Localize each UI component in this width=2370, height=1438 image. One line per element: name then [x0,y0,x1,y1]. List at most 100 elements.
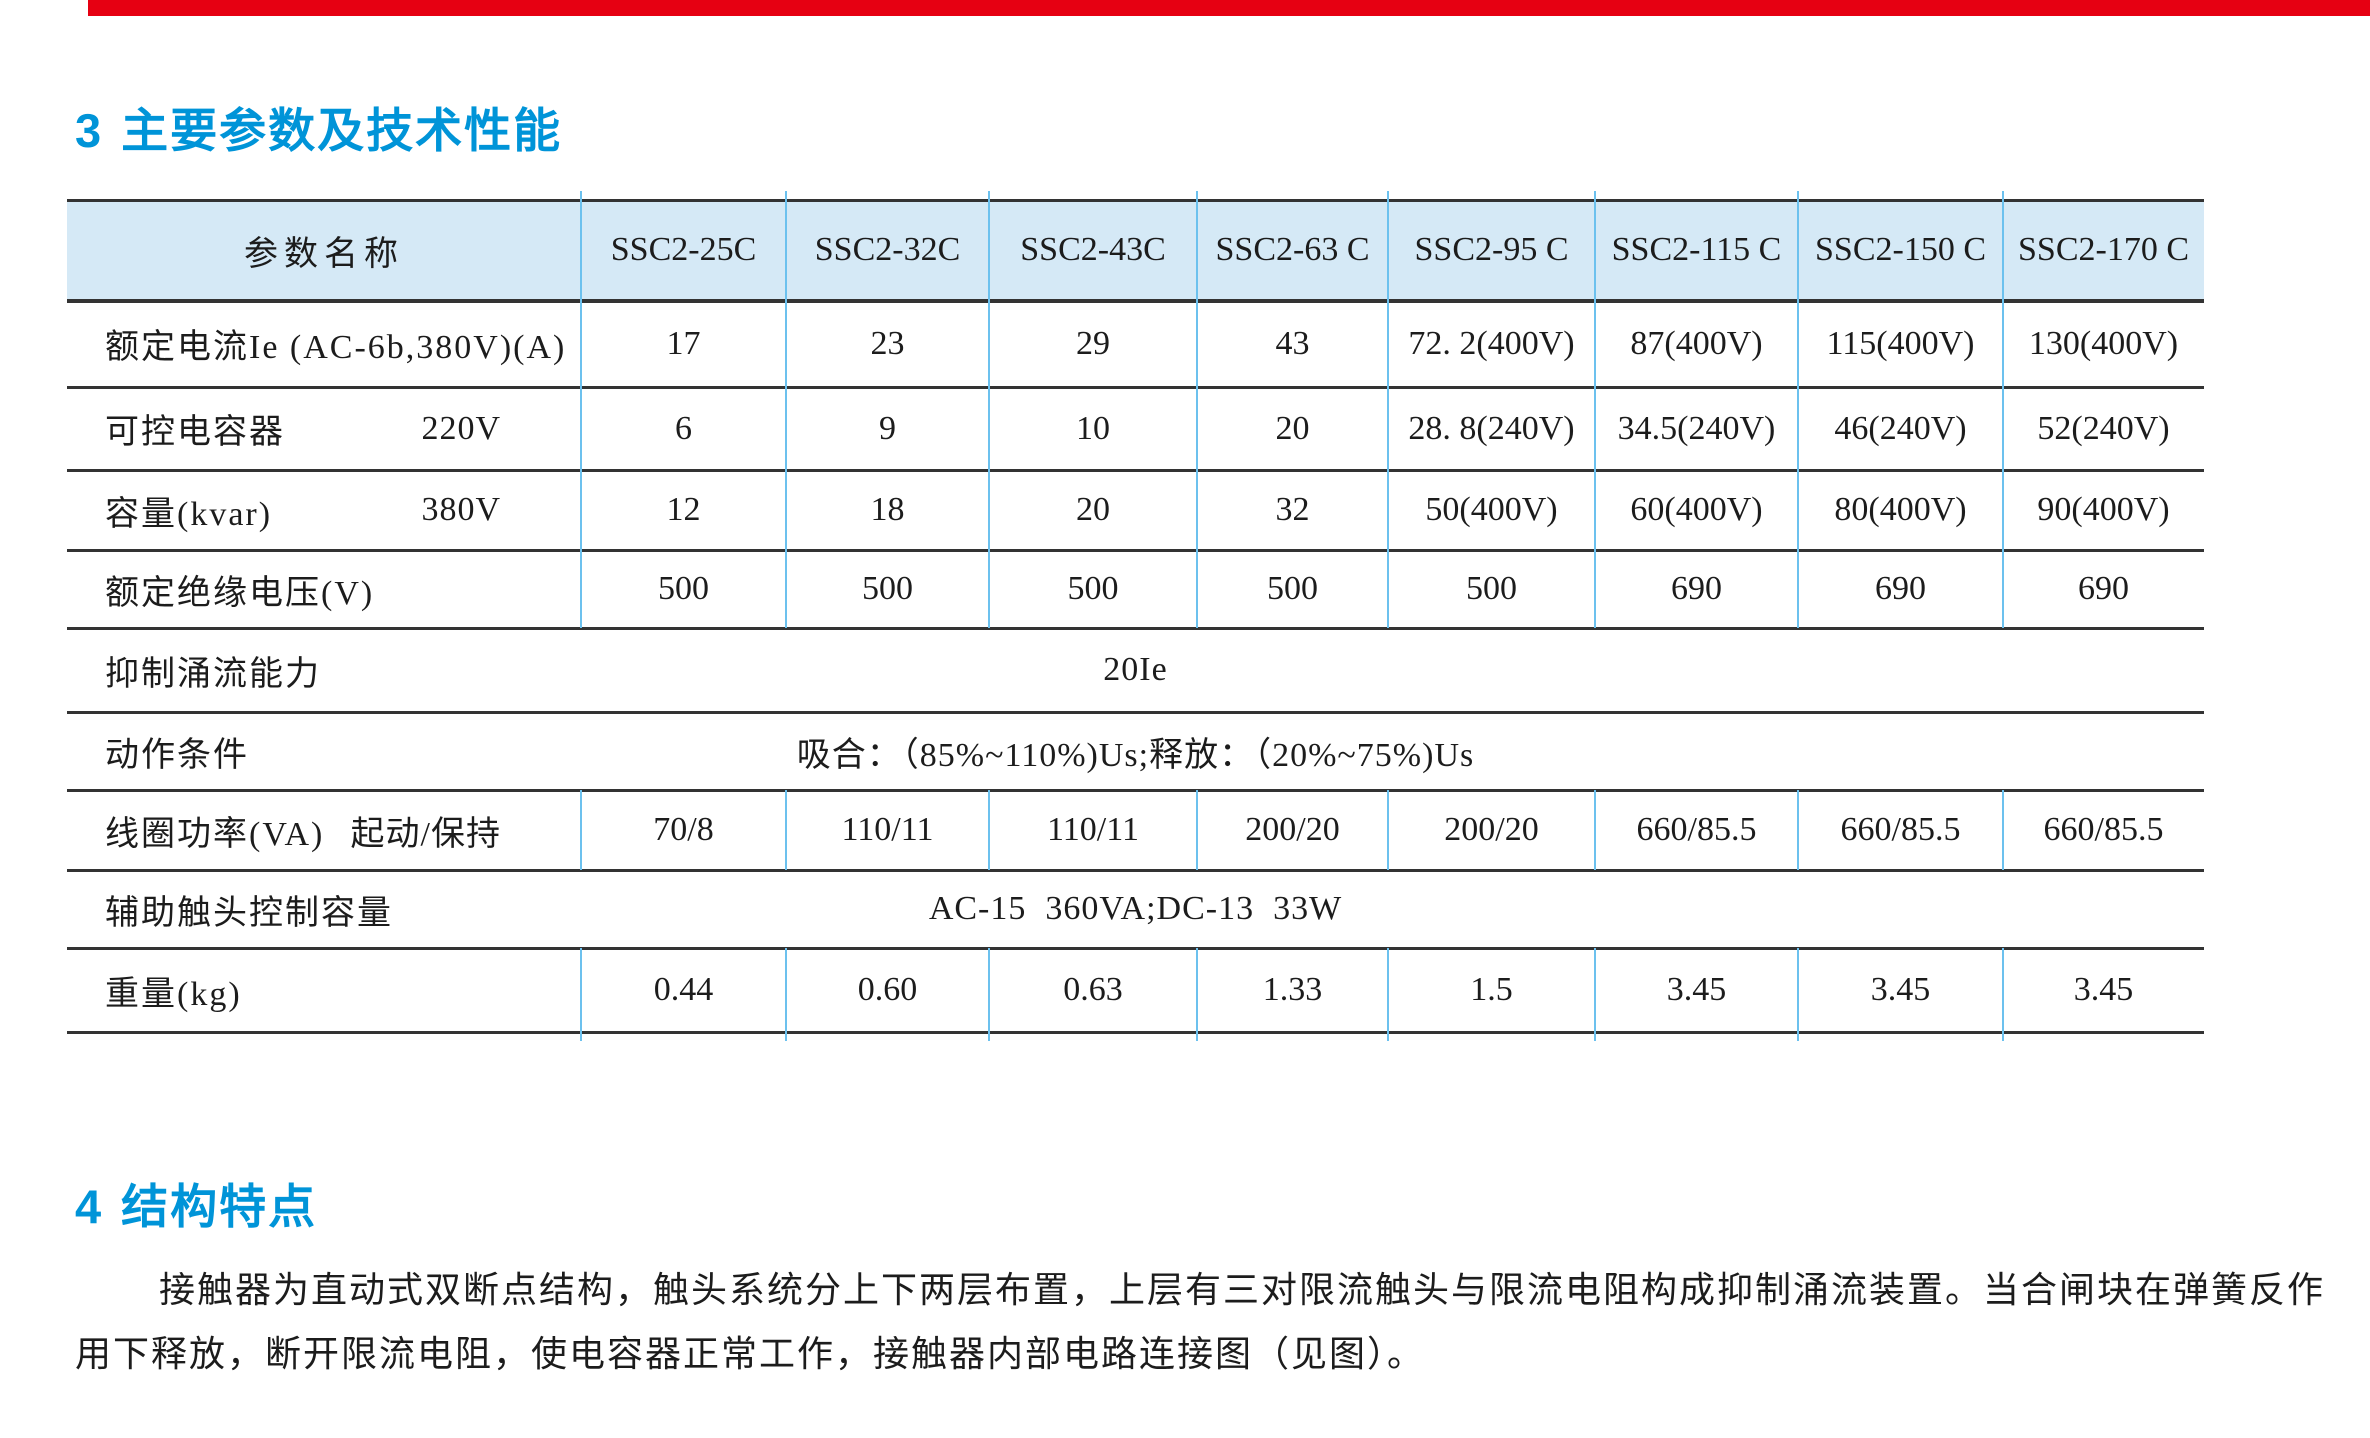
value-cell: 1.5 [1470,971,1513,1008]
row-sublabel: 220V [421,409,501,447]
model-header-cell: SSC2-95 C [1414,231,1569,268]
value-cell: 690 [1875,570,1926,607]
value-cell: 3.45 [1870,971,1931,1008]
row-label-cell: 额定电流Ie (AC-6b,380V)(A) [67,300,581,387]
value-cell: 0.44 [653,971,714,1008]
paragraph-line-1: 接触器为直动式双断点结构，触头系统分上下两层布置，上层有三对限流触头与限流电阻构… [159,1270,2326,1310]
table-horizontal-rule [67,789,2204,792]
value-cell: 1.33 [1262,971,1323,1008]
table-vertical-rule [2002,191,2004,628]
table-horizontal-rule [67,386,2204,389]
section-4-number: 4 [75,1180,102,1233]
row-label-cell: 线圈功率(VA) 起动/保持 [67,790,581,870]
row-label: 线圈功率(VA) [105,815,325,853]
table-row: 可控电容器 220V 6 9 10 20 28. 8(240V) 34.5(240V) 46(2… [67,387,2204,470]
table-vertical-rule [580,191,582,628]
row-label-cell: 辅助触头控制容量 [67,870,581,948]
section-4-heading: 4 结构特点 [75,1168,317,1237]
paragraph-line-2: 用下释放，断开限流电阻，使电容器正常工作，接触器内部电路连接图（见图）。 [75,1334,1426,1374]
table-horizontal-rule [67,549,2204,552]
value-cell: 90(400V) [2037,491,2170,528]
table-vertical-rule [988,191,990,628]
value-cell: 80(400V) [1834,491,1967,528]
table-vertical-rule [1387,948,1389,1041]
table-row: 动作条件 吸合：（85%~110%)Us;释放：（20%~75%)Us [67,712,2204,790]
table-row: 重量(kg) 0.44 0.60 0.63 1.33 1.5 3.45 3.45 3.45 [67,948,2204,1032]
value-cell: 0.60 [857,971,918,1008]
row-label-cell: 容量(kvar) 380V [67,470,581,550]
value-cell: 50(400V) [1425,491,1558,528]
model-header-cell: SSC2-25C [610,231,757,268]
span-value-cell: 吸合：（85%~110%)Us;释放：（20%~75%)Us [796,736,1475,774]
table-vertical-rule [1797,790,1799,870]
value-cell: 60(400V) [1630,491,1763,528]
value-cell: 0.63 [1063,971,1123,1008]
table-vertical-rule [1594,948,1596,1041]
table-vertical-rule [1797,191,1799,628]
table-row: 容量(kvar) 380V 12 18 20 32 50(400V) 60(400V) 80(4… [67,470,2204,550]
value-cell: 9 [879,409,896,447]
row-label: 额定电流Ie (AC-6b,380V)(A) [105,329,567,366]
value-cell: 23 [870,324,905,362]
value-cell: 110/11 [1047,811,1139,848]
row-label-cell: 抑制涌流能力 [67,628,581,712]
model-header-cell: SSC2-32C [814,231,961,268]
value-cell: 690 [1671,570,1722,607]
value-cell: 52(240V) [2037,409,2170,447]
row-label-cell: 动作条件 [67,712,581,790]
param-header-cell: 参数名称 [244,235,404,273]
value-cell: 660/85.5 [1636,811,1757,848]
table-row: 线圈功率(VA) 起动/保持 70/8 110/11 110/11 200/20 200/2… [67,790,2204,870]
value-cell: 20 [1076,491,1110,528]
value-cell: 500 [658,570,709,607]
table-row: 额定电流Ie (AC-6b,380V)(A) 17 23 29 43 72. 2(400V… [67,300,2204,387]
table-vertical-rule [1196,191,1198,628]
section-4-title: 结构特点 [121,1180,318,1233]
table-horizontal-rule [67,1031,2204,1034]
table-horizontal-rule [67,711,2204,714]
row-label: 额定绝缘电压(V) [105,574,375,612]
table-row: 辅助触头控制容量 AC-15 360VA;DC-13 33W [67,870,2204,948]
model-header-cell: SSC2-115 C [1611,231,1782,268]
table-horizontal-rule [67,869,2204,872]
row-sublabel: 380V [421,491,501,528]
table-vertical-rule [2002,948,2004,1041]
table-vertical-rule [988,790,990,870]
value-cell: 500 [1067,570,1119,607]
table-horizontal-rule [67,469,2204,472]
section-3-heading: 3 主要参数及技术性能 [75,92,562,161]
table-horizontal-rule [67,947,2204,950]
span-value-cell: AC-15 360VA;DC-13 33W [928,890,1343,927]
row-label: 可控电容器 [105,414,285,451]
value-cell: 660/85.5 [1840,811,1961,848]
table-horizontal-rule [67,299,2204,303]
row-label-cell: 额定绝缘电压(V) [67,550,581,628]
table-vertical-rule [580,948,582,1041]
value-cell: 18 [870,491,905,528]
row-label: 动作条件 [105,736,249,774]
value-cell: 200/20 [1245,811,1340,848]
table-vertical-rule [1196,948,1198,1041]
row-label-cell: 重量(kg) [67,948,581,1032]
row-label: 辅助触头控制容量 [105,894,393,932]
row-label: 容量(kvar) [105,495,273,533]
spec-table: 参数名称 SSC2-25C SSC2-32C SSC2-43C SSC2-63 C SSC… [67,191,2204,1041]
table-vertical-rule [1387,790,1389,870]
page-top-red-bar [88,0,2370,16]
table-vertical-rule [785,191,787,628]
model-header-cell: SSC2-43C [1020,231,1166,268]
row-label-cell: 可控电容器 220V [67,387,581,470]
table-vertical-rule [785,948,787,1041]
value-cell: 70/8 [653,811,714,848]
value-cell: 3.45 [1666,971,1727,1008]
value-cell: 32 [1275,491,1310,528]
table-vertical-rule [580,790,582,870]
table-row: 额定绝缘电压(V) 500 500 500 500 500 690 690 690 [67,550,2204,628]
row-sublabel: 起动/保持 [350,815,501,853]
value-cell: 10 [1076,409,1110,447]
value-cell: 29 [1076,324,1110,362]
table-vertical-rule [1594,191,1596,628]
table-row: 抑制涌流能力 20Ie [67,628,2204,712]
value-cell: 12 [666,491,701,528]
section-3-number: 3 [75,104,102,157]
